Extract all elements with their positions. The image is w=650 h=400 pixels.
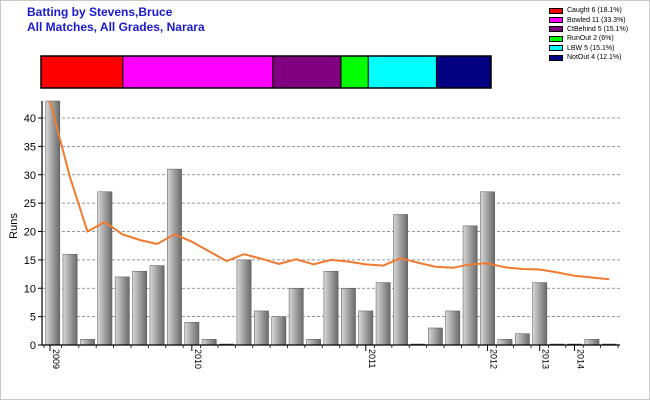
x-year-label: 2012 <box>489 349 499 369</box>
bar <box>45 100 61 346</box>
bar <box>445 310 461 346</box>
legend-label: LBW 5 (15.1%) <box>567 44 615 52</box>
legend-item: NotOut 4 (12.1%) <box>549 53 628 62</box>
y-tick-label: 40 <box>24 113 36 125</box>
y-tick-label: 30 <box>24 170 36 182</box>
bar <box>80 339 95 346</box>
bar <box>201 339 217 346</box>
legend-item: RunOut 2 (6%) <box>549 34 628 43</box>
bar <box>358 310 374 346</box>
breakdown-segment-caught <box>40 55 124 89</box>
bar <box>167 168 182 346</box>
y-tick-label: 0 <box>30 340 36 352</box>
bar <box>497 339 513 346</box>
chart-subtitle: All Matches, All Grades, Narara <box>27 20 205 34</box>
y-axis-label: Runs <box>8 213 20 239</box>
x-year-label: 2013 <box>541 349 551 369</box>
x-year-label: 2014 <box>576 349 586 369</box>
legend-swatch <box>549 35 563 42</box>
bar <box>184 322 200 346</box>
y-tick-label: 15 <box>24 255 36 267</box>
bar <box>62 253 78 346</box>
bar <box>254 310 269 346</box>
y-tick-label: 10 <box>24 283 36 295</box>
breakdown-segment-bowled <box>122 55 274 89</box>
legend-item: LBW 5 (15.1%) <box>549 44 628 53</box>
breakdown-segment-lbw <box>367 55 437 89</box>
average-line-layer <box>49 100 610 281</box>
x-year-label: 2009 <box>51 349 61 369</box>
bar <box>114 276 130 346</box>
bar <box>236 259 252 346</box>
chart-title: Batting by Stevens,Bruce <box>27 5 173 19</box>
bar <box>480 191 495 346</box>
y-tick-label: 35 <box>24 141 36 153</box>
legend: Caught 6 (18.1%) Bowled 11 (33.3%) CtBehin… <box>549 6 628 62</box>
legend-label: RunOut 2 (6%) <box>567 35 614 43</box>
bar <box>306 339 321 346</box>
x-year-label: 2011 <box>367 349 377 368</box>
bar <box>462 225 478 346</box>
bar <box>584 339 600 346</box>
legend-swatch <box>549 26 563 33</box>
bar <box>532 282 548 346</box>
breakdown-segment-notout <box>435 55 492 89</box>
title-block: Batting by Stevens,Bruce All Matches, Al… <box>27 5 205 35</box>
bar <box>427 327 443 346</box>
bar <box>323 270 339 346</box>
dismissal-breakdown-bar <box>40 55 492 89</box>
legend-swatch <box>549 45 563 52</box>
bar <box>288 288 304 346</box>
average-line <box>49 100 610 281</box>
breakdown-outline <box>40 55 492 89</box>
legend-swatch <box>549 7 563 14</box>
bar <box>375 282 391 346</box>
x-year-label: 2010 <box>193 349 203 369</box>
bar <box>393 214 408 346</box>
breakdown-segment-runout <box>340 55 369 89</box>
y-tick-label: 5 <box>30 312 36 324</box>
legend-item: Bowled 11 (33.3%) <box>549 15 628 24</box>
legend-item: CtBehind 5 (15.1%) <box>549 25 628 34</box>
y-tick-label: 20 <box>24 227 36 239</box>
bars <box>45 100 617 346</box>
bar <box>514 333 530 346</box>
bar <box>97 191 113 346</box>
legend-swatch <box>549 17 563 24</box>
bar <box>341 288 356 346</box>
legend-swatch <box>549 54 563 61</box>
bar <box>271 316 287 346</box>
legend-label: Caught 6 (18.1%) <box>567 7 622 15</box>
bar <box>149 265 165 346</box>
legend-label: NotOut 4 (12.1%) <box>567 54 622 62</box>
y-tick-label: 25 <box>24 198 36 210</box>
bar <box>132 270 148 346</box>
legend-label: Bowled 11 (33.3%) <box>567 16 626 24</box>
breakdown-segment-ctbehind <box>272 55 342 89</box>
legend-label: CtBehind 5 (15.1%) <box>567 25 629 33</box>
axes: 0 5 10 15 20 25 30 35 40 2009 2010 2011 2012 2013 2014 <box>24 101 620 369</box>
legend-item: Caught 6 (18.1%) <box>549 6 628 15</box>
